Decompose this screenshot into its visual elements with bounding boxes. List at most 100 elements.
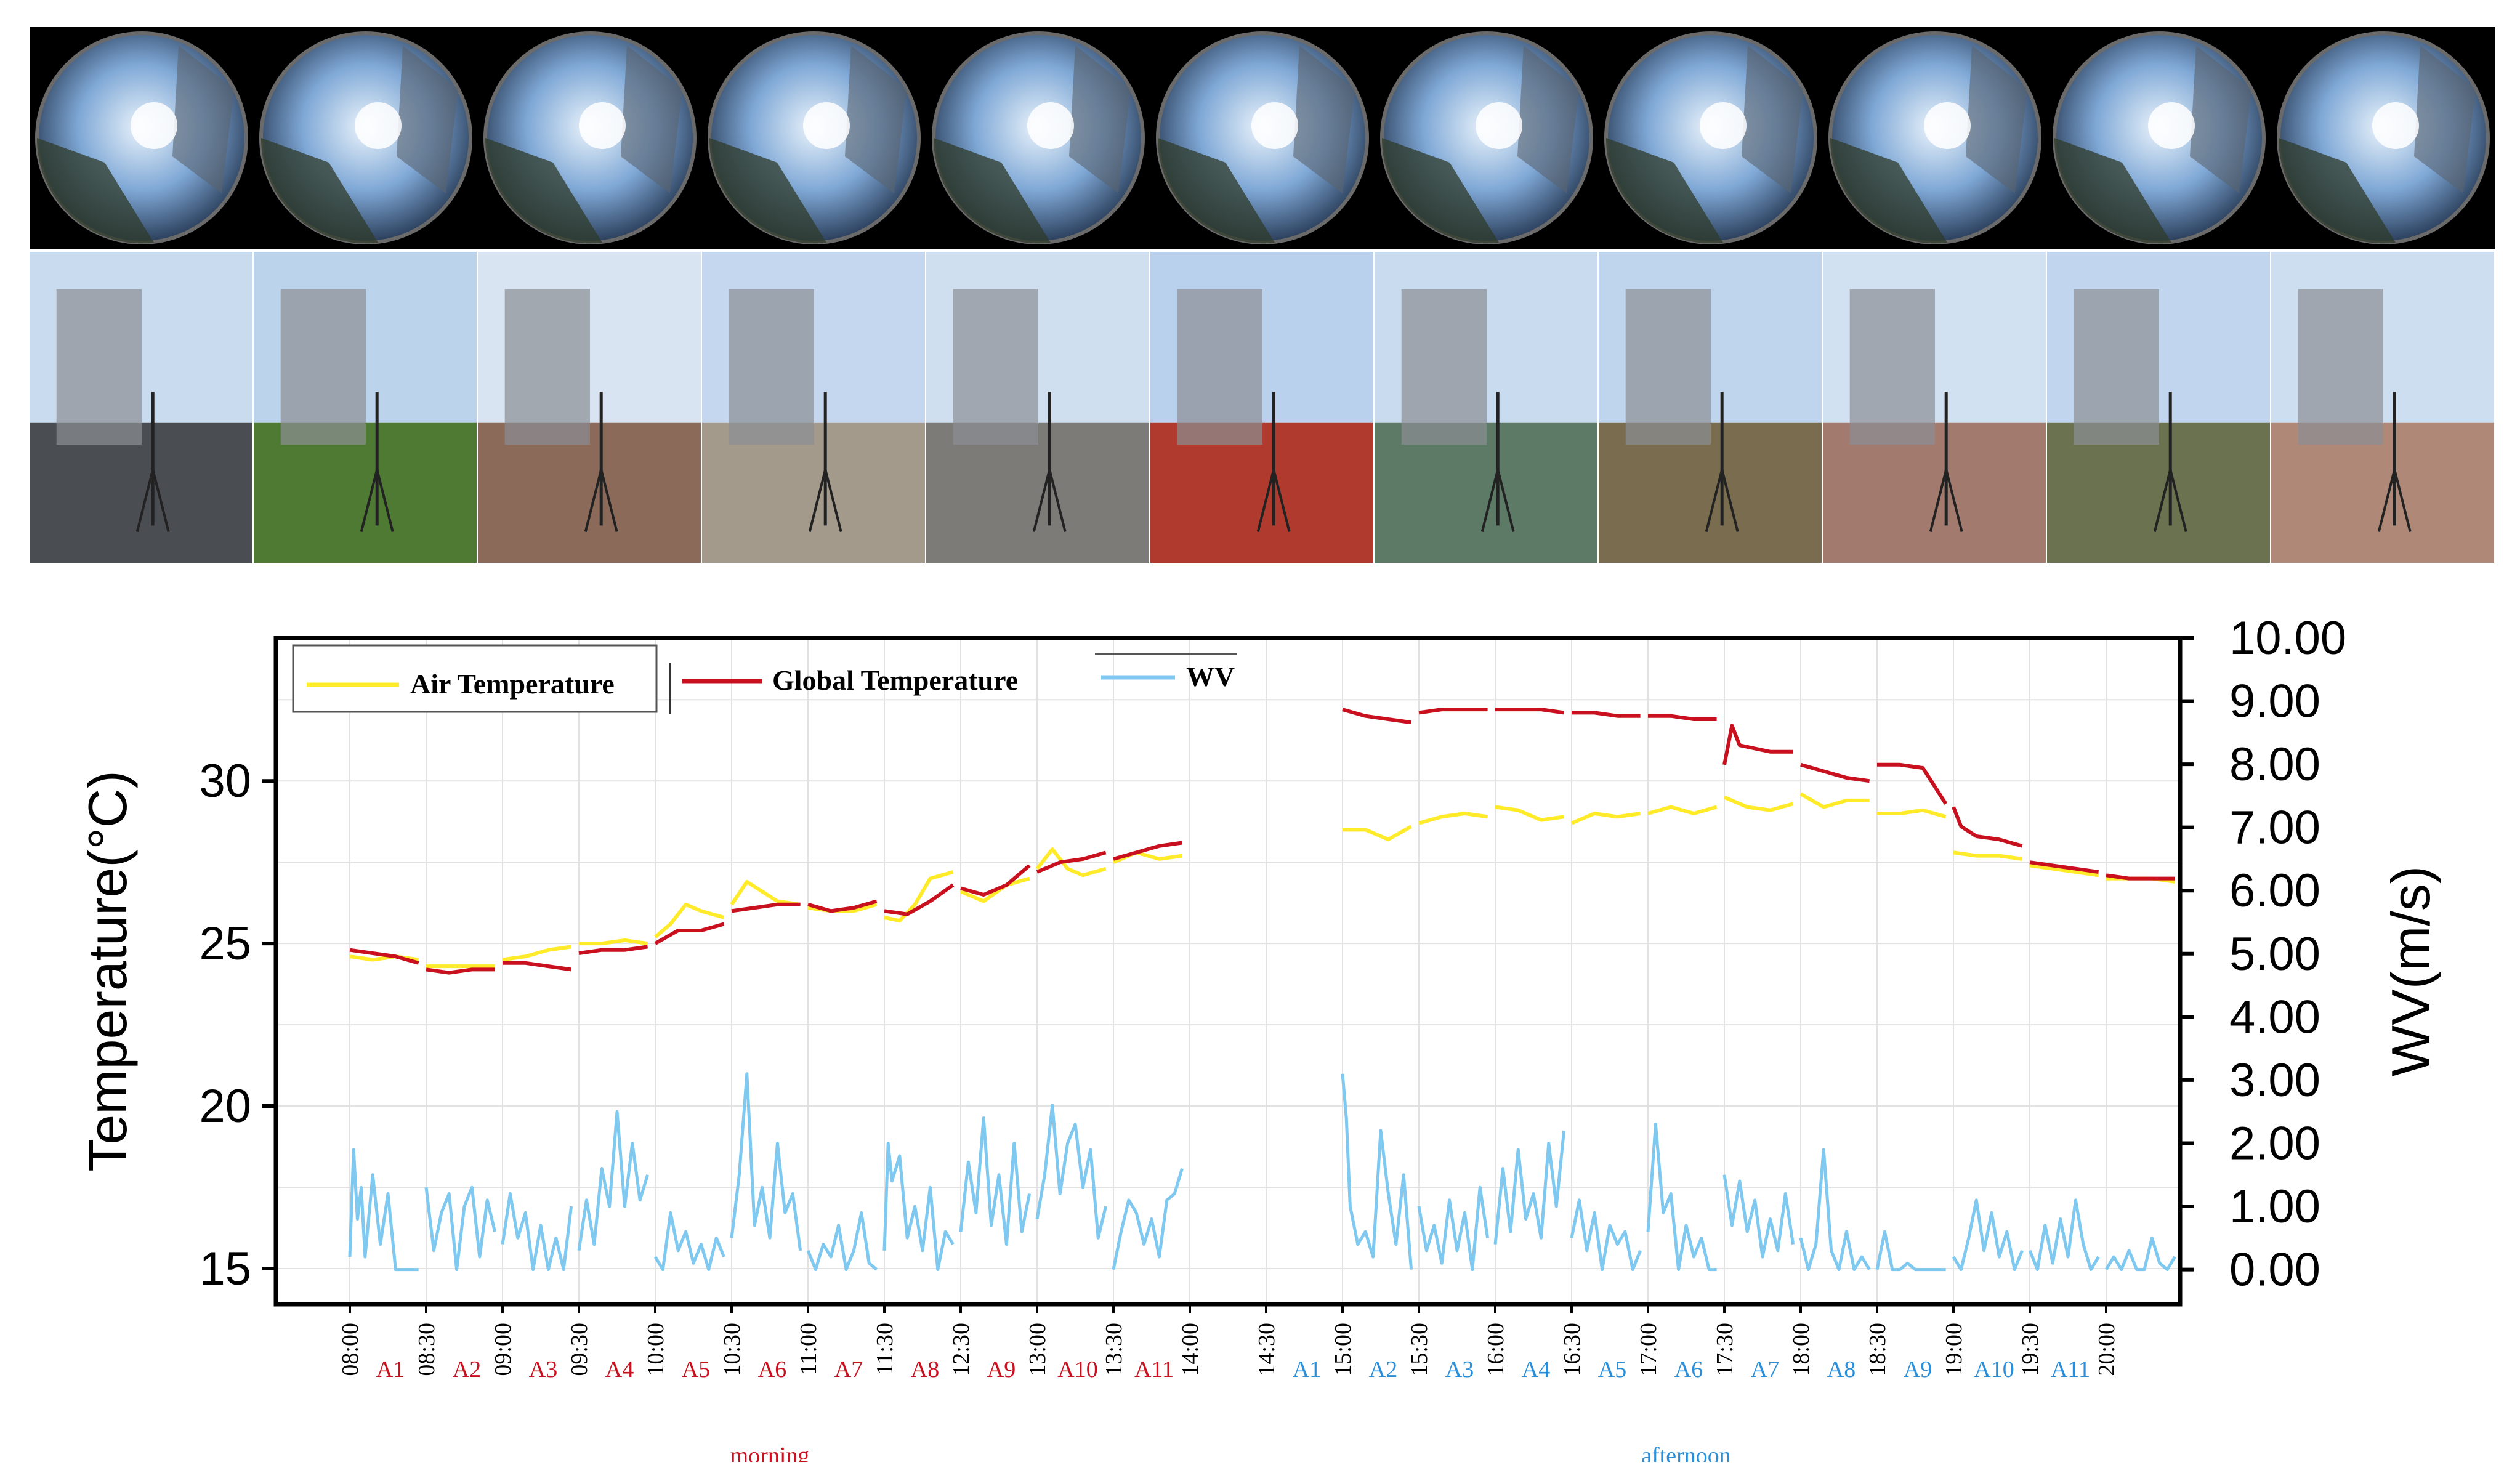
y-tick-label: 15 xyxy=(199,1243,251,1295)
wv-line xyxy=(1722,1174,1795,1259)
site-label: A4 xyxy=(605,1357,634,1382)
wv-line xyxy=(2028,1198,2100,1272)
site-label: A2 xyxy=(453,1357,481,1382)
x-tick-label: 11:00 xyxy=(796,1323,822,1375)
site-label: A8 xyxy=(1827,1357,1856,1382)
site-label: A5 xyxy=(682,1357,710,1382)
x-tick-label: 17:00 xyxy=(1636,1323,1662,1376)
site-label: A2 xyxy=(1369,1357,1397,1382)
site-label: A7 xyxy=(834,1357,863,1382)
global-temperature-line xyxy=(349,948,419,965)
x-tick-label: 13:30 xyxy=(1101,1323,1127,1376)
x-tick-label: 08:30 xyxy=(414,1323,440,1376)
air-temperature-line xyxy=(1343,825,1413,842)
legend: Air Temperature Global Temperature WV xyxy=(292,644,1237,714)
y2-tick-label: 5.00 xyxy=(2229,928,2320,980)
wv-line xyxy=(1035,1104,1108,1240)
wv-line xyxy=(730,1072,802,1251)
site-label: A4 xyxy=(1522,1357,1550,1382)
x-tick-label: 14:30 xyxy=(1254,1323,1280,1376)
global-temperature-line xyxy=(503,961,572,972)
air-temperature-line xyxy=(654,902,725,938)
x-tick-label: 18:00 xyxy=(1788,1323,1814,1376)
site-label: A11 xyxy=(2051,1357,2090,1382)
fisheye-photo xyxy=(1604,31,1817,244)
wv-line xyxy=(424,1185,497,1272)
site-label: A6 xyxy=(758,1357,786,1382)
legend-label-wv: WV xyxy=(1186,661,1235,692)
air-temperature-line xyxy=(1647,805,1718,815)
air-temperature-line xyxy=(1495,805,1565,822)
wv-line xyxy=(501,1192,573,1272)
site-photo xyxy=(2047,252,2270,563)
x-tick-label: 15:00 xyxy=(1330,1323,1356,1376)
wv-line xyxy=(882,1142,955,1272)
air-temperature-line xyxy=(884,870,954,923)
y2-tick-label: 2.00 xyxy=(2229,1117,2320,1169)
x-tick-label: 19:30 xyxy=(2017,1323,2043,1376)
y2-tick-label: 8.00 xyxy=(2229,738,2320,791)
site-photo xyxy=(478,252,701,563)
x-tick-label: 17:30 xyxy=(1712,1323,1738,1376)
wv-line xyxy=(348,1148,419,1272)
global-temperature-line xyxy=(654,922,725,945)
y-tick-label: 30 xyxy=(199,755,251,807)
air-temperature-line xyxy=(1723,795,1794,812)
y-tick-label: 25 xyxy=(199,918,251,970)
x-tick-label: 14:00 xyxy=(1177,1323,1203,1376)
site-label: A3 xyxy=(1445,1357,1474,1382)
fisheye-photo xyxy=(35,31,248,244)
fisheye-photo xyxy=(932,31,1145,244)
fisheye-photo xyxy=(1828,31,2041,244)
y-tick-label: 20 xyxy=(199,1080,251,1132)
global-temperature-line xyxy=(1648,714,1717,721)
global-temperature-line xyxy=(807,899,878,913)
fisheye-photo xyxy=(483,31,697,244)
global-temperature-line xyxy=(1877,762,1948,805)
global-temperature-line xyxy=(426,967,495,975)
site-label: A3 xyxy=(529,1357,557,1382)
site-label: A11 xyxy=(1134,1357,1174,1382)
global-temperature-line xyxy=(731,902,801,913)
x-tick-label: 11:30 xyxy=(872,1323,898,1375)
fisheye-photo xyxy=(1380,31,1593,244)
y2-tick-label: 1.00 xyxy=(2229,1180,2320,1233)
legend-label-air: Air Temperature xyxy=(410,668,615,700)
site-photo xyxy=(702,252,925,563)
wv-line xyxy=(577,1110,649,1251)
chart-container: 15 20 25 30 0.00 1.00 2.00 3.00 4.00 5.00 6.00 7.00… xyxy=(0,573,2520,1465)
y2-tick-label: 4.00 xyxy=(2229,991,2320,1043)
global-temperature-line xyxy=(2106,873,2175,881)
wv-line xyxy=(1341,1073,1413,1270)
x-tick-label: 16:00 xyxy=(1483,1323,1509,1376)
global-temperature-line xyxy=(1572,711,1641,718)
air-temperature-line xyxy=(1570,812,1641,825)
y2-axis-title: WV(m/s) xyxy=(2380,866,2441,1076)
wv-line xyxy=(1646,1123,1717,1272)
wv-line xyxy=(1493,1130,1566,1245)
global-temperature-line xyxy=(1800,762,1870,783)
site-label: A10 xyxy=(1057,1357,1097,1382)
legend-box-air xyxy=(292,644,658,713)
plot-frame xyxy=(273,636,2183,1307)
global-temperature-line xyxy=(960,864,1031,897)
x-tick-label: 12:30 xyxy=(948,1323,974,1376)
site-photo xyxy=(254,252,477,563)
x-tick-label: 16:30 xyxy=(1559,1323,1585,1376)
y-axis-title: Temperature(°C) xyxy=(77,770,138,1171)
site-photo xyxy=(2271,252,2494,563)
air-temperature-line xyxy=(579,938,648,946)
site-label: A7 xyxy=(1751,1357,1779,1382)
x-tick-label: 20:00 xyxy=(2094,1323,2120,1376)
air-temperature-line xyxy=(502,945,572,962)
fisheye-photo xyxy=(2277,31,2490,244)
photo-strip-graphic xyxy=(30,27,2495,563)
wv-line xyxy=(653,1211,725,1272)
fisheye-photo xyxy=(2053,31,2266,244)
air-temperature-line xyxy=(1877,808,1947,819)
wv-line xyxy=(1952,1198,2024,1272)
air-temperature-line xyxy=(2029,863,2099,878)
site-photo xyxy=(926,252,1149,563)
site-photo xyxy=(30,252,252,563)
wv-line xyxy=(1875,1230,1946,1272)
